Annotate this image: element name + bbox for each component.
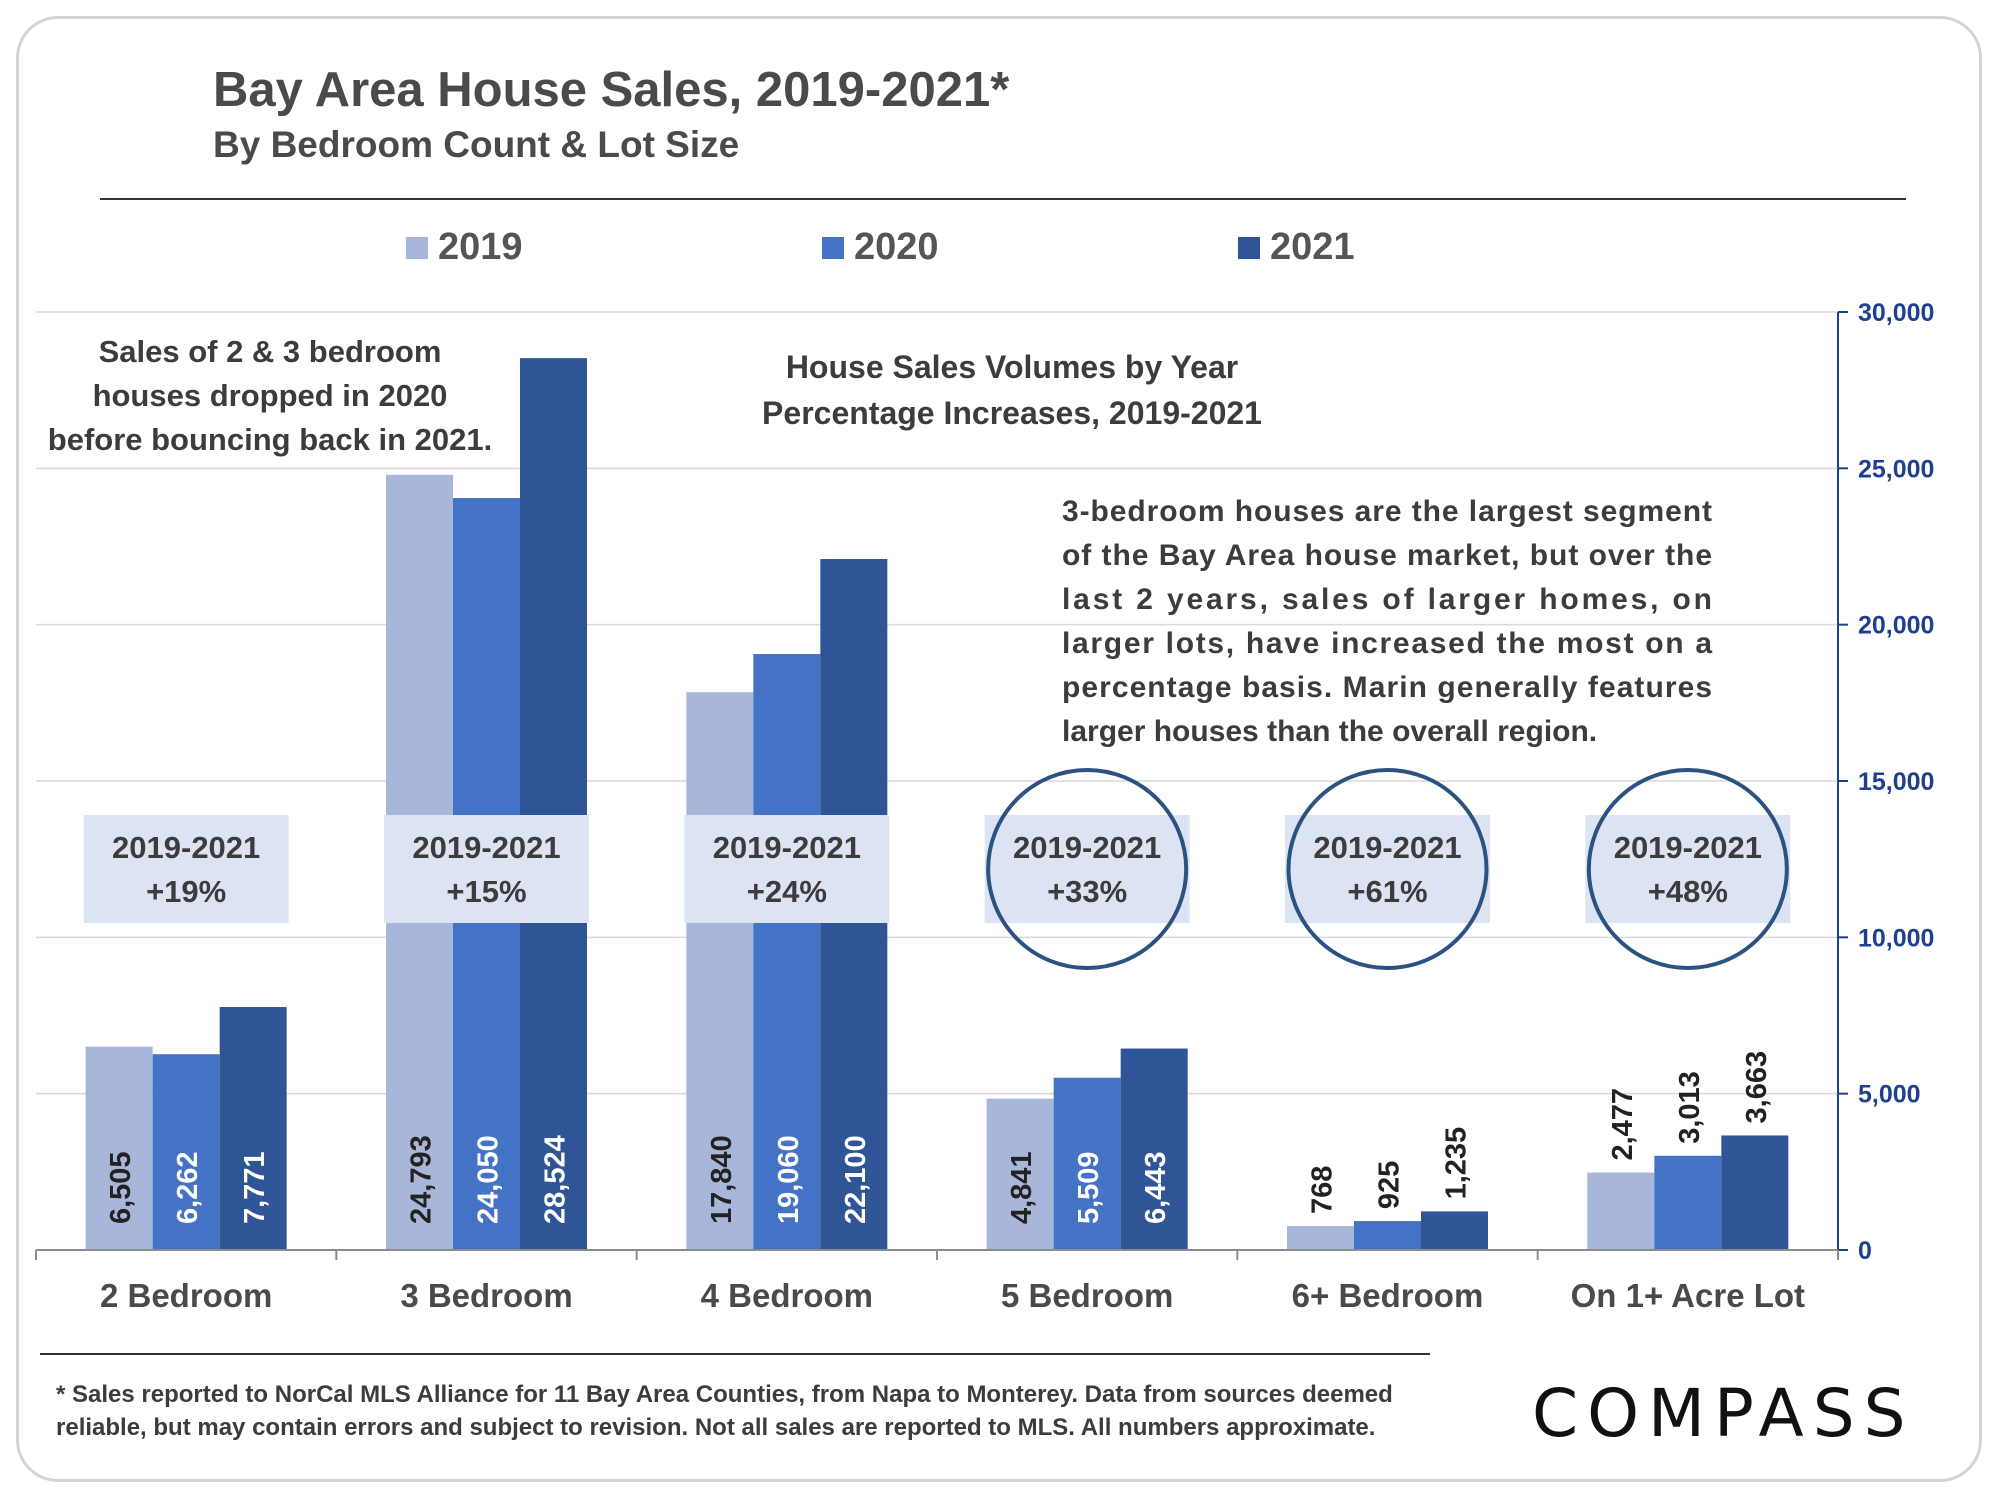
y-tick-label: 25,000 <box>1858 455 1934 483</box>
chart-title: Bay Area House Sales, 2019-2021* <box>213 63 1010 117</box>
percent-change-box <box>384 815 589 923</box>
x-category-label: On 1+ Acre Lot <box>1571 1277 1805 1314</box>
y-tick-label: 10,000 <box>1858 924 1934 952</box>
bar-2020 <box>152 1054 220 1250</box>
data-label: 17,840 <box>706 1135 738 1224</box>
percent-change-period: 2019-2021 <box>1614 830 1762 865</box>
data-label: 3,663 <box>1741 1051 1773 1124</box>
data-label: 2,477 <box>1607 1088 1639 1161</box>
bar-2019 <box>986 1098 1054 1250</box>
bar-2020 <box>1053 1077 1121 1250</box>
data-label: 24,050 <box>473 1135 505 1224</box>
percent-change-value: +15% <box>446 874 526 909</box>
data-label: 7,771 <box>239 1151 271 1224</box>
bar-2020 <box>1354 1221 1421 1250</box>
percent-change-value: +19% <box>146 874 226 909</box>
data-label: 5,509 <box>1073 1151 1105 1224</box>
bar-2020 <box>1654 1155 1722 1250</box>
bar-2020 <box>753 654 821 1250</box>
annotation-center-line: Percentage Increases, 2019-2021 <box>762 395 1262 431</box>
bar-2021 <box>1421 1211 1488 1250</box>
y-tick-label: 15,000 <box>1858 768 1934 796</box>
y-tick-label: 0 <box>1858 1237 1872 1265</box>
legend-label-2020: 2020 <box>854 226 939 268</box>
highlight-circle <box>1286 768 1489 970</box>
percent-change-value: +33% <box>1047 874 1127 909</box>
data-label: 6,443 <box>1140 1151 1172 1224</box>
bar-2019 <box>85 1046 153 1250</box>
data-label: 1,235 <box>1441 1127 1473 1200</box>
data-label: 24,793 <box>406 1135 438 1224</box>
annotation-right-line: 3-bedroom houses are the largest segment <box>1062 495 1712 528</box>
legend-item-2021: 2021 <box>1238 226 1355 269</box>
data-label: 3,013 <box>1674 1071 1706 1144</box>
footnote: * Sales reported to NorCal MLS Alliance … <box>56 1381 1393 1441</box>
percent-change-value: +61% <box>1347 874 1427 909</box>
bar-chart: 0 5,000 10,000 15,000 20,000 25,000 30,000 2019… <box>35 299 1934 1314</box>
annotation-center-line: House Sales Volumes by Year <box>786 349 1238 385</box>
x-category-label: 3 Bedroom <box>400 1277 572 1314</box>
highlight-circle <box>1586 768 1789 970</box>
legend-label-2019: 2019 <box>438 226 523 268</box>
legend-swatch-2021 <box>1238 236 1260 259</box>
x-category-label: 2 Bedroom <box>100 1277 272 1314</box>
annotation-right-line: larger lots, have increased the most on … <box>1062 627 1712 660</box>
legend-swatch-2020 <box>822 236 844 259</box>
annotation-right-line: percentage basis. Marin generally featur… <box>1062 671 1712 704</box>
bar-2019 <box>1587 1172 1655 1250</box>
bar-2021 <box>1120 1048 1188 1250</box>
percent-change-period: 2019-2021 <box>1013 830 1161 865</box>
annotation-right-line: last 2 years, sales of larger homes, on <box>1062 583 1712 616</box>
percent-change-period: 2019-2021 <box>1313 830 1461 865</box>
annotation-right-line: larger houses than the overall region. <box>1062 715 1597 748</box>
bar-2021 <box>520 358 587 1250</box>
data-label: 28,524 <box>540 1135 572 1224</box>
percent-change-box <box>684 815 890 923</box>
title-divider <box>100 198 1906 200</box>
bar-2021 <box>1721 1135 1789 1250</box>
y-tick-label: 5,000 <box>1858 1081 1921 1109</box>
data-label: 925 <box>1374 1161 1406 1209</box>
percent-change-box <box>1285 815 1490 923</box>
chart-subtitle: By Bedroom Count & Lot Size <box>213 124 740 165</box>
bar-2019 <box>686 692 754 1250</box>
x-category-label: 4 Bedroom <box>701 1277 873 1314</box>
legend-label-2021: 2021 <box>1270 226 1355 268</box>
data-label: 22,100 <box>840 1135 872 1224</box>
data-label: 768 <box>1307 1166 1339 1214</box>
x-category-label: 6+ Bedroom <box>1292 1277 1484 1314</box>
compass-logo: COMPASS <box>1532 1375 1915 1452</box>
y-tick-label: 30,000 <box>1858 299 1934 327</box>
legend-swatch-2019 <box>406 236 428 259</box>
data-label: 6,262 <box>172 1151 204 1224</box>
data-label: 19,060 <box>773 1135 805 1224</box>
y-tick-label: 20,000 <box>1858 612 1934 640</box>
x-category-label: 5 Bedroom <box>1001 1277 1173 1314</box>
data-label: 6,505 <box>105 1151 137 1224</box>
percent-change-period: 2019-2021 <box>112 830 260 865</box>
legend-item-2020: 2020 <box>822 226 939 269</box>
legend-item-2019: 2019 <box>406 226 523 269</box>
percent-change-period: 2019-2021 <box>412 830 560 865</box>
percent-change-box <box>1585 815 1791 923</box>
percent-change-box <box>984 815 1190 923</box>
percent-change-value: +48% <box>1648 874 1728 909</box>
annotation-left-line: before bouncing back in 2021. <box>48 422 492 457</box>
legend: 2019 2020 2021 <box>0 226 2000 276</box>
percent-change-period: 2019-2021 <box>713 830 861 865</box>
percent-change-value: +24% <box>747 874 827 909</box>
annotation-left-line: houses dropped in 2020 <box>93 378 448 413</box>
highlight-circle <box>986 768 1189 970</box>
footnote-divider <box>40 1353 1430 1355</box>
annotation-right-line: of the Bay Area house market, but over t… <box>1062 539 1712 572</box>
data-label: 4,841 <box>1006 1151 1038 1224</box>
annotation-left-line: Sales of 2 & 3 bedroom <box>99 334 442 369</box>
bar-2021 <box>219 1007 287 1250</box>
percent-change-box <box>83 815 289 923</box>
bar-2019 <box>1287 1225 1354 1250</box>
